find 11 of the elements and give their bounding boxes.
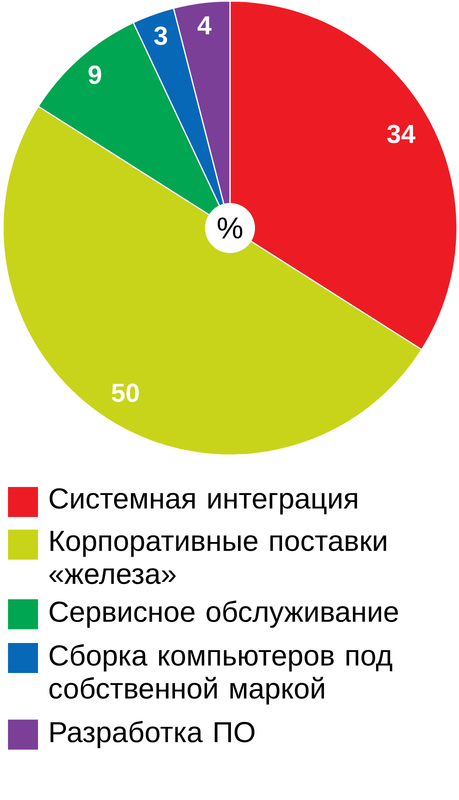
data-label: 50 — [112, 384, 139, 402]
legend-label: Сборка компьютеров под собственной маркой — [49, 644, 392, 704]
legend-label: Разработка ПО — [50, 720, 254, 748]
legend-label: Системная интеграция — [50, 488, 358, 514]
data-label: 3 — [154, 26, 168, 45]
data-label: 4 — [198, 16, 212, 34]
text: % — [218, 218, 242, 238]
legend-label: Корпоративные поставки «железа» — [49, 530, 386, 584]
legend-label: Сервисное обслуживание — [50, 600, 398, 628]
data-label: 9 — [88, 66, 102, 84]
data-label: 34 — [387, 124, 416, 144]
